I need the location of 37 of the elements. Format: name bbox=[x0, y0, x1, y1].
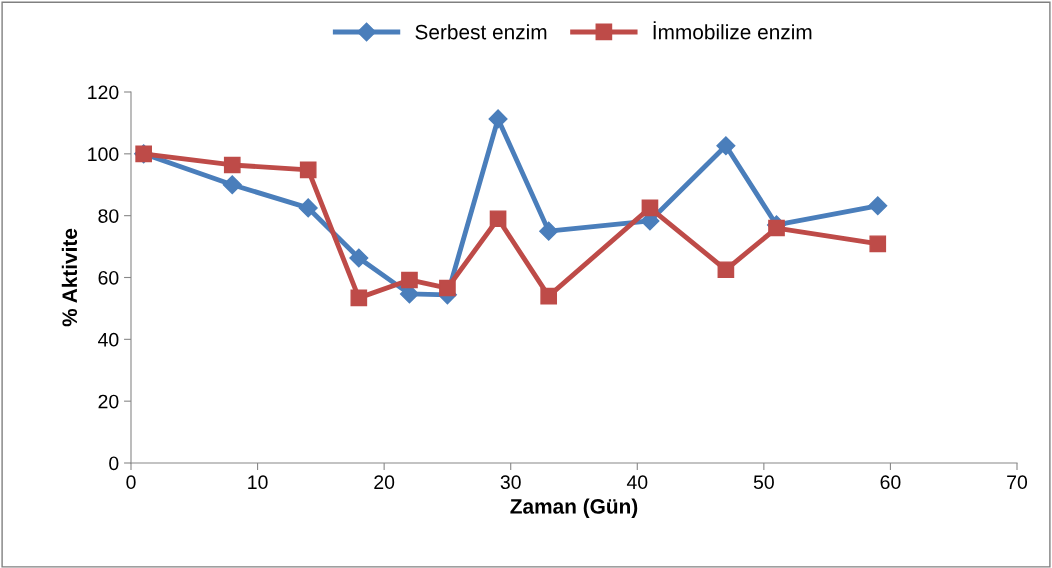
x-tick-label: 70 bbox=[1007, 475, 1028, 490]
point bbox=[641, 199, 659, 217]
point bbox=[350, 289, 368, 307]
y-axis-title: % Aktivite bbox=[61, 228, 78, 327]
x-tick-label: 50 bbox=[753, 475, 774, 490]
x-axis-title: Zaman (Gün) bbox=[510, 498, 638, 518]
y-tick-label: 0 bbox=[109, 456, 119, 471]
x-tick-label: 40 bbox=[626, 475, 648, 490]
y-tick-label: 80 bbox=[98, 209, 119, 223]
point bbox=[223, 156, 241, 174]
point bbox=[439, 279, 456, 297]
point bbox=[869, 235, 887, 253]
point bbox=[716, 136, 736, 156]
point bbox=[540, 287, 558, 305]
point bbox=[768, 219, 785, 237]
point bbox=[868, 196, 888, 216]
legend-label: İmmobilize enzim bbox=[653, 21, 812, 40]
x-tick-label: 10 bbox=[248, 475, 268, 490]
point bbox=[717, 261, 735, 279]
y-tick-label: 40 bbox=[98, 332, 119, 347]
y-tick-label: 120 bbox=[88, 85, 119, 100]
point bbox=[299, 161, 317, 179]
x-tick-label: 30 bbox=[500, 475, 521, 490]
point bbox=[298, 198, 318, 218]
point bbox=[489, 210, 507, 228]
point bbox=[539, 221, 559, 241]
point bbox=[349, 248, 369, 268]
point bbox=[222, 175, 242, 195]
y-tick-label: 20 bbox=[98, 394, 119, 409]
y-tick-label: 100 bbox=[88, 147, 119, 162]
legend-label: Serbest enzim bbox=[415, 24, 547, 40]
x-tick-label: 60 bbox=[880, 475, 901, 490]
point bbox=[401, 271, 418, 289]
point bbox=[488, 109, 508, 129]
y-tick-label: 60 bbox=[98, 270, 119, 285]
x-tick-label: 20 bbox=[374, 475, 395, 490]
x-tick-label: 0 bbox=[126, 475, 136, 490]
